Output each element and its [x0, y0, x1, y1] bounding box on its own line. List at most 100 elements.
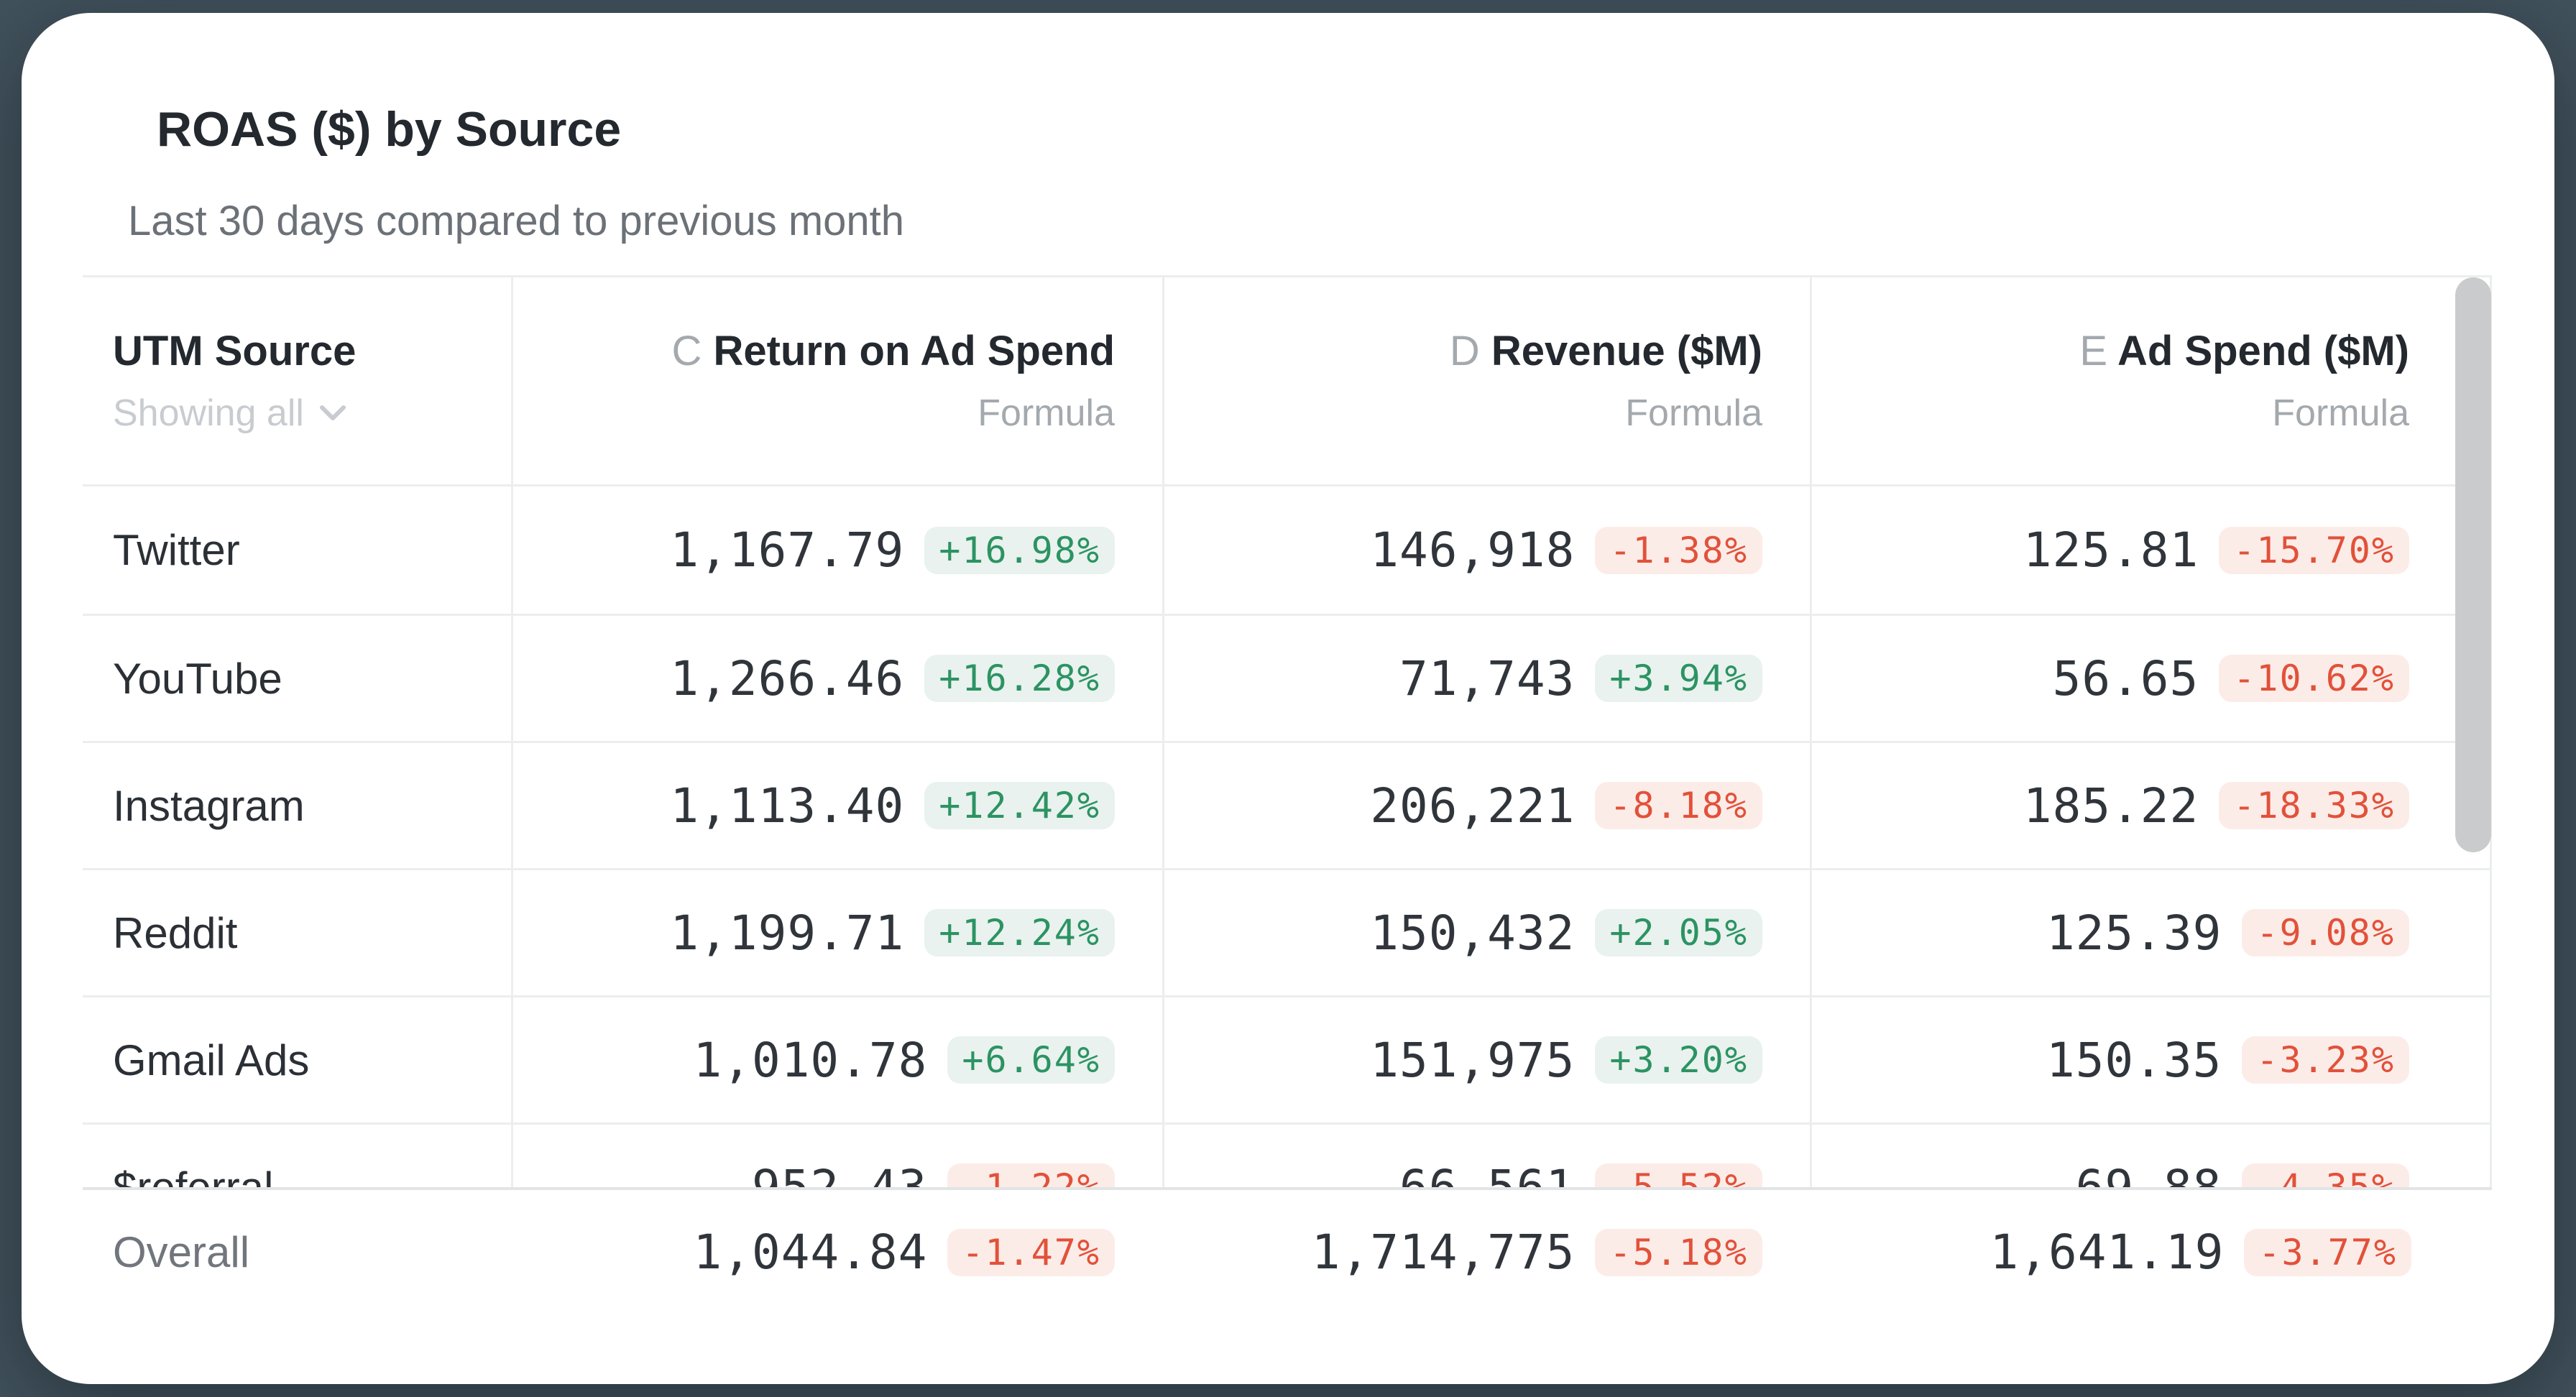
- source-filter-dropdown[interactable]: Showing all: [113, 393, 347, 433]
- delta-badge: -18.33%: [2219, 782, 2409, 829]
- roas-column-header-cell: C Return on Ad Spend Formula: [511, 277, 1162, 484]
- roas-column-header: C Return on Ad Spend: [672, 328, 1116, 374]
- roas-cell: 1,010.78 +6.64%: [511, 997, 1162, 1122]
- source-label: Reddit: [113, 908, 238, 957]
- adspend-cell: 125.81 -15.70%: [1810, 487, 2492, 614]
- roas-column-formula-label: Formula: [978, 392, 1115, 434]
- delta-badge: -1.22%: [947, 1163, 1115, 1187]
- delta-badge: +12.24%: [924, 909, 1115, 956]
- adspend-column-header-cell: E Ad Spend ($M) Formula: [1810, 277, 2492, 484]
- metric-value: 150,432: [1370, 905, 1576, 961]
- metric-value: 952.43: [751, 1159, 928, 1188]
- delta-badge: -3.23%: [2242, 1036, 2409, 1084]
- metric-value: 1,199.71: [670, 905, 905, 961]
- table-header-row: UTM Source Showing all C Return on Ad Sp…: [83, 275, 2492, 487]
- delta-badge: +2.05%: [1595, 909, 1762, 956]
- table-footer-row-overall: Overall 1,044.84 -1.47% 1,714,775 -5.18%…: [83, 1187, 2492, 1314]
- delta-badge: -4.35%: [2242, 1163, 2409, 1187]
- revenue-cell: 206,221 -8.18%: [1162, 743, 1810, 868]
- revenue-cell: 66,561 -5.52%: [1162, 1125, 1810, 1187]
- source-filter-label: Showing all: [113, 392, 304, 434]
- column-title: Ad Spend ($M): [2117, 328, 2409, 374]
- adspend-cell: 185.22 -18.33%: [1810, 743, 2492, 868]
- metric-value: 1,266.46: [670, 650, 905, 706]
- metric-value: 1,113.40: [670, 778, 905, 834]
- source-label: Gmail Ads: [113, 1036, 310, 1084]
- metric-value: 1,167.79: [670, 522, 905, 578]
- adspend-overall-cell: 1,641.19 -3.77%: [1810, 1190, 2492, 1314]
- source-label: YouTube: [113, 654, 282, 703]
- table-row-reddit: Reddit 1,199.71 +12.24% 150,432 +2.05% 1…: [83, 868, 2492, 995]
- utm-source-header-label: UTM Source: [113, 328, 356, 374]
- metric-value: 69.88: [2075, 1159, 2222, 1188]
- delta-badge: -9.08%: [2242, 909, 2409, 956]
- card-subtitle: Last 30 days compared to previous month: [128, 198, 905, 244]
- revenue-cell: 146,918 -1.38%: [1162, 487, 1810, 614]
- delta-badge: -5.52%: [1595, 1163, 1762, 1187]
- roas-cell: 1,113.40 +12.42%: [511, 743, 1162, 868]
- delta-badge: +3.20%: [1595, 1036, 1762, 1084]
- delta-badge: +12.42%: [924, 782, 1115, 829]
- source-label: Instagram: [113, 781, 305, 830]
- roas-cell: 1,266.46 +16.28%: [511, 616, 1162, 741]
- column-title: Return on Ad Spend: [713, 328, 1115, 374]
- column-letter: C: [671, 328, 702, 374]
- metric-value: 56.65: [2052, 650, 2199, 706]
- roas-table: UTM Source Showing all C Return on Ad Sp…: [83, 275, 2492, 1314]
- revenue-overall-cell: 1,714,775 -5.18%: [1162, 1190, 1810, 1314]
- revenue-cell: 71,743 +3.94%: [1162, 616, 1810, 741]
- metric-value: 185.22: [2023, 778, 2199, 834]
- adspend-cell: 56.65 -10.62%: [1810, 616, 2492, 741]
- adspend-column-header: E Ad Spend ($M): [2079, 328, 2409, 374]
- adspend-cell: 69.88 -4.35%: [1810, 1125, 2492, 1187]
- revenue-cell: 150,432 +2.05%: [1162, 870, 1810, 995]
- roas-cell: 1,199.71 +12.24%: [511, 870, 1162, 995]
- overall-label: Overall: [113, 1228, 250, 1276]
- delta-badge: -3.77%: [2244, 1228, 2411, 1276]
- table-row-instagram: Instagram 1,113.40 +12.42% 206,221 -8.18…: [83, 741, 2492, 868]
- table-row-referral: $referral 952.43 -1.22% 66,561 -5.52% 69…: [83, 1122, 2492, 1187]
- roas-cell: 952.43 -1.22%: [511, 1125, 1162, 1187]
- metric-value: 125.39: [2046, 905, 2222, 961]
- delta-badge: +3.94%: [1595, 655, 1762, 702]
- metric-value: 150.35: [2046, 1032, 2222, 1088]
- metric-value: 1,010.78: [693, 1032, 928, 1088]
- roas-overall-cell: 1,044.84 -1.47%: [511, 1190, 1162, 1314]
- adspend-cell: 150.35 -3.23%: [1810, 997, 2492, 1122]
- delta-badge: +16.98%: [924, 526, 1115, 574]
- table-row-youtube: YouTube 1,266.46 +16.28% 71,743 +3.94% 5…: [83, 614, 2492, 741]
- utm-source-header-cell: UTM Source Showing all: [83, 277, 511, 484]
- metric-value: 1,641.19: [1990, 1225, 2225, 1280]
- delta-badge: -15.70%: [2219, 526, 2409, 574]
- column-title: Revenue ($M): [1491, 328, 1762, 374]
- delta-badge: +6.64%: [947, 1036, 1115, 1084]
- card-title: ROAS ($) by Source: [157, 102, 622, 157]
- table-row-twitter: Twitter 1,167.79 +16.98% 146,918 -1.38% …: [83, 487, 2492, 614]
- column-letter: E: [2079, 328, 2108, 374]
- delta-badge: -10.62%: [2219, 655, 2409, 702]
- table-scroll-area[interactable]: Twitter 1,167.79 +16.98% 146,918 -1.38% …: [83, 487, 2492, 1187]
- metric-value: 66,561: [1399, 1159, 1576, 1188]
- delta-badge: -1.38%: [1595, 526, 1762, 574]
- metric-value: 206,221: [1370, 778, 1576, 834]
- roas-widget-card: ROAS ($) by Source Last 30 days compared…: [22, 13, 2554, 1384]
- metric-value: 151,975: [1370, 1032, 1576, 1088]
- chevron-down-icon: [319, 405, 346, 420]
- table-row-gmail-ads: Gmail Ads 1,010.78 +6.64% 151,975 +3.20%…: [83, 995, 2492, 1122]
- metric-value: 71,743: [1399, 650, 1576, 706]
- metric-value: 146,918: [1370, 522, 1576, 578]
- adspend-cell: 125.39 -9.08%: [1810, 870, 2492, 995]
- adspend-column-formula-label: Formula: [2272, 392, 2409, 434]
- revenue-column-formula-label: Formula: [1625, 392, 1762, 434]
- column-letter: D: [1449, 328, 1480, 374]
- revenue-column-header: D Revenue ($M): [1450, 328, 1762, 374]
- vertical-scrollbar-thumb[interactable]: [2455, 277, 2491, 852]
- source-label: Twitter: [113, 526, 240, 574]
- roas-cell: 1,167.79 +16.98%: [511, 487, 1162, 614]
- delta-badge: -8.18%: [1595, 782, 1762, 829]
- source-label: $referral: [113, 1163, 274, 1188]
- delta-badge: -5.18%: [1595, 1228, 1762, 1276]
- metric-value: 125.81: [2023, 522, 2199, 578]
- revenue-cell: 151,975 +3.20%: [1162, 997, 1810, 1122]
- delta-badge: -1.47%: [947, 1228, 1115, 1276]
